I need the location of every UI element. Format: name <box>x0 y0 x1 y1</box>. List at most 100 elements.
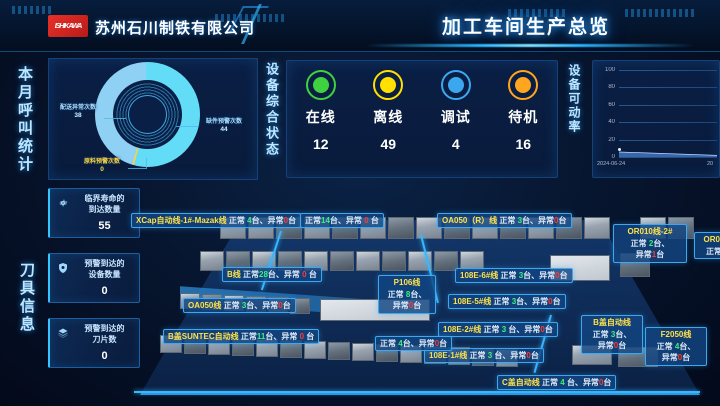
donut-label-missing-part-alert: 缺件预警次数 44 <box>198 118 250 135</box>
donut-core <box>128 95 167 134</box>
floor-edge-glow <box>134 391 700 393</box>
line-tag-right-mid[interactable]: 正常 4 台、 异常 0 台 <box>375 336 453 351</box>
line-tag-108e-6[interactable]: 108E-6#线 正常 3 台、 异常 0 台 <box>455 268 573 283</box>
machine-block <box>356 251 380 271</box>
machine-block <box>434 251 458 271</box>
ytick-100: 100 <box>604 67 615 73</box>
line-tag-oa050[interactable]: OA050线 正常 3 台、 异常 0 台 <box>183 298 296 313</box>
status-cell-debug[interactable]: 调试 4 <box>422 61 490 177</box>
status-cell-online[interactable]: 在线 12 <box>287 61 355 177</box>
status-name-standby: 待机 <box>508 109 539 125</box>
shield-icon <box>59 263 67 273</box>
monthly-calls-donut-chart <box>95 62 200 167</box>
donut-value-material-alert: 0 <box>100 166 104 174</box>
header-hex-strip-right <box>508 9 568 17</box>
header-bar: ISHIKAWA 苏州石川制铁有限公司 加工车间生产总览 <box>0 0 720 52</box>
header-underline <box>365 44 695 47</box>
line-tag-c-gai-auto[interactable]: C盖自动线 正常 4 台、 异常 0 台 <box>497 375 617 390</box>
layers-icon <box>58 328 68 339</box>
line-tag-or010-2[interactable]: OR010线-2# 正常 2台、 异常1台 <box>613 224 687 263</box>
ytick-80: 80 <box>608 84 615 91</box>
donut-value-delivery-abnormal: 38 <box>74 112 82 120</box>
section-label-availability: 设备可动率 <box>567 64 581 134</box>
gridline-0: 0 2024-06-24 20 <box>597 154 717 167</box>
gridline-60: 60 <box>608 102 717 108</box>
xtick-start: 2024-06-24 <box>597 161 626 167</box>
header-hex-strip-far-right <box>625 9 695 17</box>
tool-card-alert-blades[interactable]: 预警到达的 刀片数 0 <box>48 318 140 368</box>
donut-leader-left <box>104 118 126 119</box>
status-value-offline: 49 <box>380 136 397 152</box>
status-value-debug: 4 <box>451 136 460 152</box>
status-dot-online <box>312 77 329 93</box>
tool-card-critical-life[interactable]: 临界寿命的 到达数量 55 <box>48 188 140 238</box>
donut-label-material-alert: 原料预警次数 0 <box>76 158 128 175</box>
status-dot-debug <box>447 77 464 93</box>
equipment-status-panel: 在线 12 离线 49 调试 4 待机 <box>286 60 558 178</box>
status-ring-debug <box>440 70 471 100</box>
donut-value-missing-part-alert: 44 <box>220 126 228 134</box>
machine-block <box>382 251 406 271</box>
availability-chart-panel: 100 80 60 40 20 0 2024-06-24 20 <box>592 60 720 178</box>
line-tag-108e-5[interactable]: 108E-5#线 正常 3 台、 异常 0 台 <box>448 294 566 309</box>
gridline-80: 80 <box>608 84 717 90</box>
ytick-40: 40 <box>608 119 615 126</box>
availability-chart-plot: 100 80 60 40 20 0 2024-06-24 20 <box>597 67 717 167</box>
line-tag-f2050[interactable]: F2050线 正常 4台、 异常0台 <box>645 327 707 366</box>
ytick-60: 60 <box>608 101 615 108</box>
status-name-online: 在线 <box>305 109 336 125</box>
line-tag-108e-2[interactable]: 108E-2#线 正常 3 台、 异常 0 台 <box>438 322 558 337</box>
line-tag-108e-1[interactable]: 108E-1#线 正常 3 台、 异常 0 台 <box>424 348 544 363</box>
line-tag-or010-edge[interactable]: OR01 正常 <box>694 232 720 260</box>
machine-block <box>388 217 414 239</box>
status-dot-offline <box>380 77 397 93</box>
status-value-online: 12 <box>312 136 329 152</box>
section-label-monthly-calls: 本月呼叫统计 <box>16 66 33 174</box>
status-cell-offline[interactable]: 离线 49 <box>355 61 423 177</box>
availability-area-series <box>619 151 717 157</box>
section-label-equipment-status: 设备综合状态 <box>264 62 279 158</box>
status-dot-standby <box>515 77 532 93</box>
tool-card-alert-devices[interactable]: 预警到达的 设备数量 0 <box>48 253 140 303</box>
gridline-100: 100 <box>605 67 717 73</box>
line-tag-p106[interactable]: P106线 正常 8台、 异常0台 <box>378 275 436 314</box>
header-hex-strip-mid <box>215 14 285 22</box>
tool-card-value-alert-blades: 0 <box>101 350 108 362</box>
logo-text: ISHIKAWA <box>54 22 83 30</box>
gear-icon <box>59 199 68 207</box>
tool-card-title-alert-blades: 预警到达的 刀片数 <box>84 324 125 344</box>
machine-block <box>416 217 442 239</box>
status-ring-offline <box>373 70 404 100</box>
machine-block <box>352 343 374 361</box>
gridline-20: 20 <box>608 137 717 143</box>
line-tag-unnamed-right-of-mazak[interactable]: 正常 14 台、 异常 0 台 <box>300 213 384 228</box>
machine-block <box>328 342 350 360</box>
donut-leader-bottom-v <box>146 158 147 169</box>
status-cell-standby[interactable]: 待机 16 <box>490 61 558 177</box>
gridline-40: 40 <box>608 119 717 125</box>
tool-card-value-critical-life: 55 <box>98 220 111 232</box>
ytick-0: 0 <box>611 154 615 160</box>
tool-card-value-alert-devices: 0 <box>101 285 108 297</box>
line-tag-b-gai-auto[interactable]: B盖自动线 正常 3台、 异常0台 <box>581 315 643 354</box>
ytick-20: 20 <box>608 136 615 143</box>
status-value-standby: 16 <box>515 136 532 152</box>
company-name: 苏州石川制铁有限公司 <box>95 20 256 37</box>
line-tag-b-gai-suntec[interactable]: B盖SUNTEC自动线 正常 11 台、 异常 0 台 <box>163 329 320 344</box>
line-tag-oa050-r[interactable]: OA050（R）线 正常 3 台、 异常 0 台 <box>437 213 572 228</box>
status-name-offline: 离线 <box>373 109 404 125</box>
status-ring-online <box>305 70 336 100</box>
donut-leader-bottom <box>128 168 146 169</box>
donut-leader-right <box>176 126 198 127</box>
section-label-tool-info: 刀具信息 <box>18 262 35 334</box>
machine-block <box>330 251 354 271</box>
xtick-end: 20 <box>707 161 714 167</box>
status-name-debug: 调试 <box>440 109 471 125</box>
line-tag-b-line[interactable]: B线 正常 28 台、 异常 0 台 <box>222 267 322 282</box>
machine-block <box>200 251 224 271</box>
machine-block <box>584 217 610 239</box>
company-logo: ISHIKAWA <box>48 15 88 37</box>
line-tag-xcap-mazak[interactable]: XCap自动线-1#-Mazak线 正常 4 台、 异常 0 台 <box>131 213 302 228</box>
tool-card-title-critical-life: 临界寿命的 到达数量 <box>84 194 125 214</box>
